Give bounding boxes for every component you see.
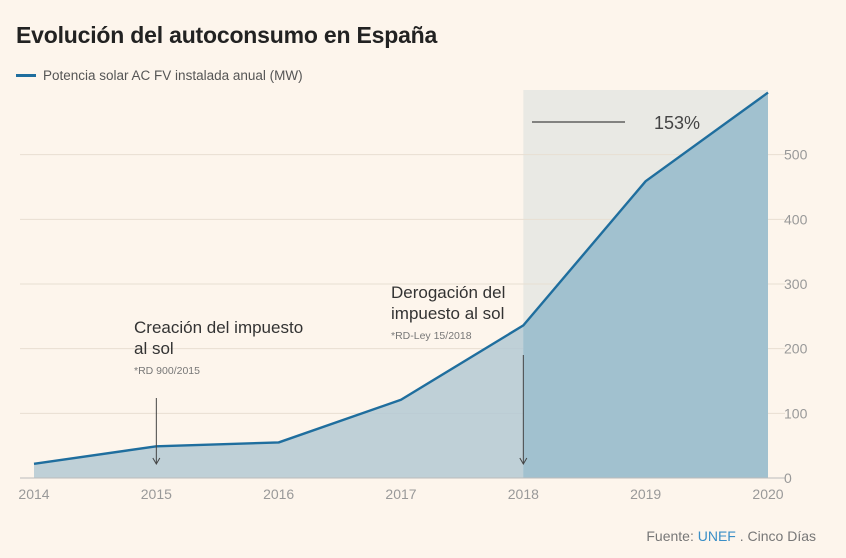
annotation-title: Derogación del: [391, 283, 505, 302]
x-tick-label: 2014: [18, 486, 49, 502]
annotation-note: *RD-Ley 15/2018: [391, 330, 472, 342]
annotation-arrowhead: [519, 457, 528, 465]
legend-line-swatch: [16, 74, 36, 77]
y-tick-label: 500: [784, 147, 808, 163]
x-tick-label: 2019: [630, 486, 661, 502]
y-tick-label: 300: [784, 276, 808, 292]
source-link[interactable]: UNEF: [697, 528, 736, 544]
legend: Potencia solar AC FV instalada anual (MW…: [16, 68, 303, 83]
annotation-note: *RD 900/2015: [134, 365, 200, 377]
x-tick-label: 2020: [752, 486, 783, 502]
legend-label: Potencia solar AC FV instalada anual (MW…: [43, 68, 303, 83]
x-tick-label: 2017: [385, 486, 416, 502]
annotation-title: impuesto al sol: [391, 304, 504, 323]
y-tick-label: 400: [784, 211, 808, 227]
source-credit: Fuente: UNEF . Cinco Días: [646, 528, 816, 544]
source-suffix: . Cinco Días: [735, 528, 816, 544]
x-tick-label: 2015: [141, 486, 172, 502]
annotation-arrowhead: [152, 457, 161, 465]
annotation-title: al sol: [134, 339, 174, 358]
highlight-percent-label: 153%: [654, 113, 700, 133]
area-fill-highlight: [523, 92, 768, 478]
annotation-title: Creación del impuesto: [134, 318, 303, 337]
y-tick-label: 0: [784, 470, 792, 486]
chart-title: Evolución del autoconsumo en España: [16, 22, 438, 48]
x-tick-label: 2016: [263, 486, 294, 502]
source-prefix: Fuente:: [646, 528, 698, 544]
y-tick-label: 200: [784, 341, 808, 357]
x-tick-label: 2018: [508, 486, 539, 502]
y-tick-label: 100: [784, 405, 808, 421]
